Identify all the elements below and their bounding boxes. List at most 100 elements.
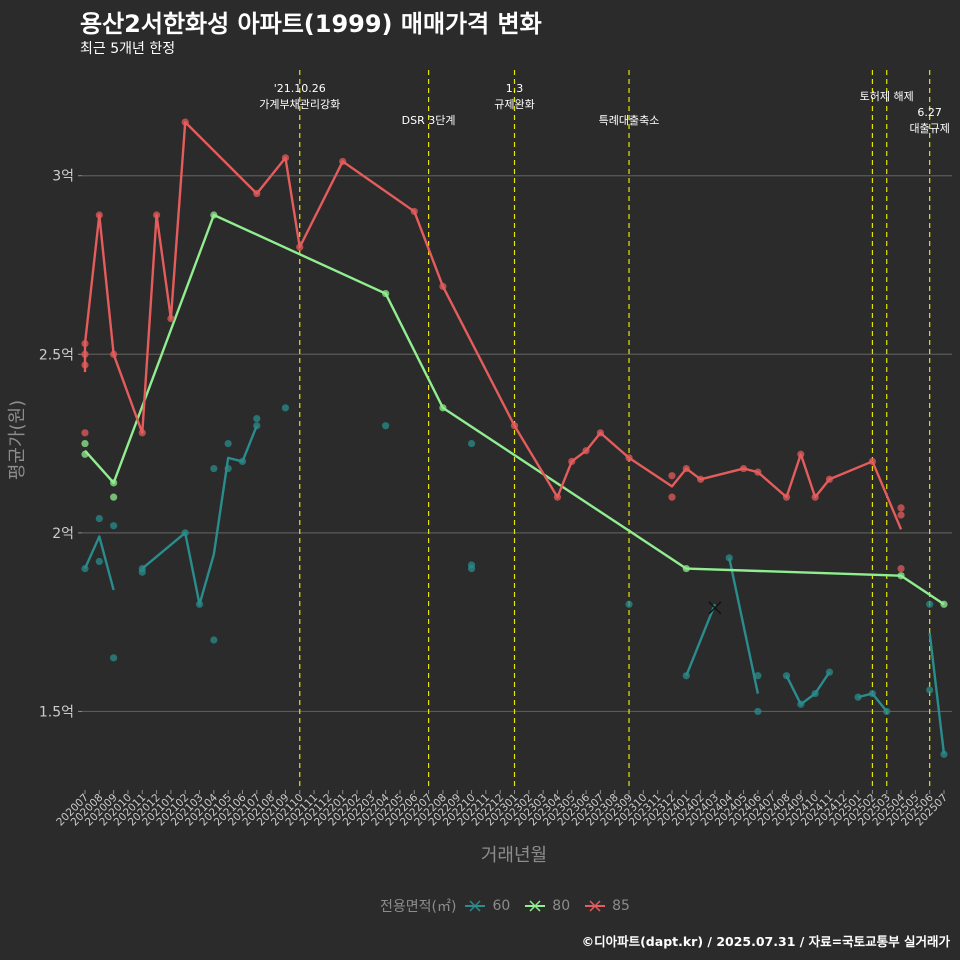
series-line-60	[685, 603, 717, 677]
data-point-60	[195, 600, 204, 608]
data-point-60	[181, 529, 189, 537]
data-point-60	[682, 672, 690, 680]
data-point-85	[181, 118, 189, 126]
data-point-60	[253, 422, 261, 430]
data-point-85	[95, 211, 103, 219]
data-point-85	[138, 429, 146, 437]
data-point-60	[110, 654, 118, 662]
data-point-85	[296, 243, 304, 251]
data-point-80	[682, 564, 690, 573]
data-point-85	[682, 464, 690, 473]
data-point-60	[224, 464, 232, 473]
data-point-60	[95, 557, 103, 566]
data-point-80	[382, 289, 390, 298]
data-point-60	[868, 689, 877, 698]
data-point-80	[81, 439, 89, 448]
legend-title: 전용면적(㎡)	[380, 899, 457, 915]
data-point-85	[668, 493, 676, 501]
legend: 전용면적(㎡) 60 80 85	[380, 896, 644, 916]
data-point-60	[854, 693, 862, 701]
data-point-85	[81, 361, 89, 369]
data-point-60	[95, 514, 103, 523]
series-line-85	[83, 120, 903, 530]
data-point-85	[81, 350, 89, 358]
event-label: 특례대출축소	[599, 114, 660, 127]
data-point-60	[811, 689, 819, 698]
data-point-85	[868, 457, 877, 466]
legend-label-60: 60	[492, 898, 511, 914]
data-point-85	[668, 472, 676, 480]
data-point-80	[439, 404, 447, 412]
data-point-85	[110, 350, 118, 358]
y-tick-label: 2.5억	[39, 347, 74, 363]
data-point-60	[940, 750, 948, 758]
data-point-85	[897, 511, 905, 519]
legend-key-80	[525, 900, 546, 912]
data-point-85	[568, 457, 576, 466]
chart-title: 용산2서한화성 아파트(1999) 매매가격 변화	[80, 10, 542, 38]
series-line-60	[785, 671, 831, 706]
data-point-85	[825, 475, 834, 483]
data-point-85	[439, 282, 447, 291]
data-point-85	[510, 422, 519, 430]
event-label: 6.27	[917, 106, 942, 119]
event-label: 토허제 해제	[860, 89, 914, 103]
series-line-60	[83, 535, 115, 591]
data-point-60	[281, 404, 290, 412]
data-point-80	[897, 572, 905, 580]
cross-mark-60	[708, 601, 722, 615]
x-axis-label: 거래년월	[480, 845, 548, 866]
data-point-60	[467, 439, 476, 448]
data-point-60	[825, 668, 834, 676]
data-point-85	[754, 468, 762, 476]
data-point-85	[897, 564, 905, 573]
data-point-80	[81, 450, 89, 458]
data-point-85	[253, 189, 261, 198]
data-point-60	[754, 707, 762, 716]
data-point-80	[110, 479, 118, 487]
data-point-85	[739, 464, 748, 473]
data-point-60	[210, 636, 218, 644]
data-point-60	[110, 522, 118, 530]
data-point-60	[625, 600, 633, 608]
data-point-85	[811, 493, 819, 501]
data-point-60	[138, 564, 146, 573]
data-point-60	[782, 672, 791, 680]
data-point-85	[797, 450, 805, 458]
data-point-85	[152, 211, 161, 219]
data-point-60	[382, 422, 390, 430]
data-point-85	[582, 447, 590, 455]
event-label: 규제완화	[494, 98, 534, 111]
legend-key-85	[585, 900, 606, 912]
data-point-85	[596, 429, 605, 437]
data-point-80	[210, 211, 218, 219]
legend-label-85: 85	[612, 898, 630, 914]
data-point-85	[81, 339, 89, 348]
legend-item-85: 85	[584, 898, 630, 914]
event-label: 가계부채관리강화	[259, 98, 340, 111]
y-tick-label: 2억	[52, 526, 74, 542]
data-point-85	[81, 429, 89, 437]
data-point-60	[253, 414, 261, 423]
series-line-60	[141, 425, 258, 606]
data-point-85	[410, 207, 418, 216]
event-label: '21.10.26	[274, 82, 326, 95]
data-point-60	[238, 457, 247, 466]
data-point-85	[897, 504, 905, 512]
data-point-60	[754, 672, 762, 680]
event-label: DSR 3단계	[402, 114, 456, 127]
legend-key-60	[465, 900, 486, 912]
data-point-85	[339, 157, 347, 166]
series-line-60	[928, 632, 946, 755]
data-point-85	[167, 314, 175, 323]
y-tick-label: 1.5억	[39, 704, 74, 720]
data-point-60	[926, 686, 934, 694]
data-point-85	[782, 493, 791, 501]
data-point-85	[281, 154, 290, 162]
y-axis-label: 평균가(원)	[7, 399, 28, 481]
data-point-60	[797, 700, 805, 708]
event-label: 대출규제	[909, 122, 949, 135]
legend-label-80: 80	[552, 898, 571, 914]
data-point-80	[940, 600, 948, 608]
